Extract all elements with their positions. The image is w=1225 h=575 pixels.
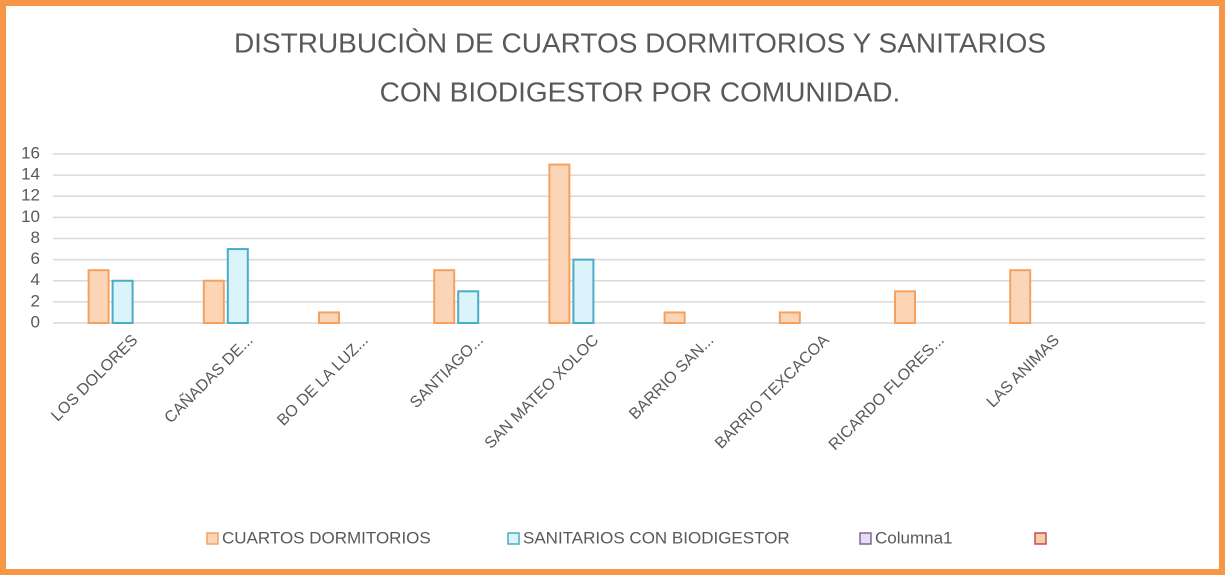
legend-label: Columna1 xyxy=(875,528,953,547)
legend-label: CUARTOS DORMITORIOS xyxy=(222,528,431,547)
bar xyxy=(226,248,249,324)
legend-label: SANITARIOS CON BIODIGESTOR xyxy=(523,528,790,547)
bar xyxy=(457,290,480,324)
legend-swatch xyxy=(507,532,520,545)
y-tick-label: 12 xyxy=(21,186,40,205)
y-tick-label: 4 xyxy=(31,270,40,289)
bar xyxy=(202,279,225,324)
bar xyxy=(433,269,456,324)
bar xyxy=(111,279,134,324)
legend-swatch xyxy=(859,532,872,545)
y-tick-label: 8 xyxy=(31,228,40,247)
legend-swatch xyxy=(206,532,219,545)
chart-title: CON BIODIGESTOR POR COMUNIDAD. xyxy=(380,76,901,107)
y-tick-label: 10 xyxy=(21,207,40,226)
bar xyxy=(894,290,916,324)
bar xyxy=(1009,269,1032,324)
y-tick-label: 2 xyxy=(31,291,40,310)
y-tick-label: 6 xyxy=(31,249,40,268)
legend-swatch xyxy=(1034,532,1047,545)
y-tick-label: 0 xyxy=(31,312,40,331)
y-tick-label: 14 xyxy=(21,165,40,184)
bar xyxy=(663,311,686,324)
chart-title: DISTRUBUCIÒN DE CUARTOS DORMITORIOS Y SA… xyxy=(234,27,1046,58)
bar xyxy=(87,269,110,324)
y-tick-label: 16 xyxy=(21,143,40,162)
bar xyxy=(778,311,801,324)
bar xyxy=(548,163,571,324)
bar xyxy=(572,258,595,324)
bar xyxy=(318,311,340,324)
